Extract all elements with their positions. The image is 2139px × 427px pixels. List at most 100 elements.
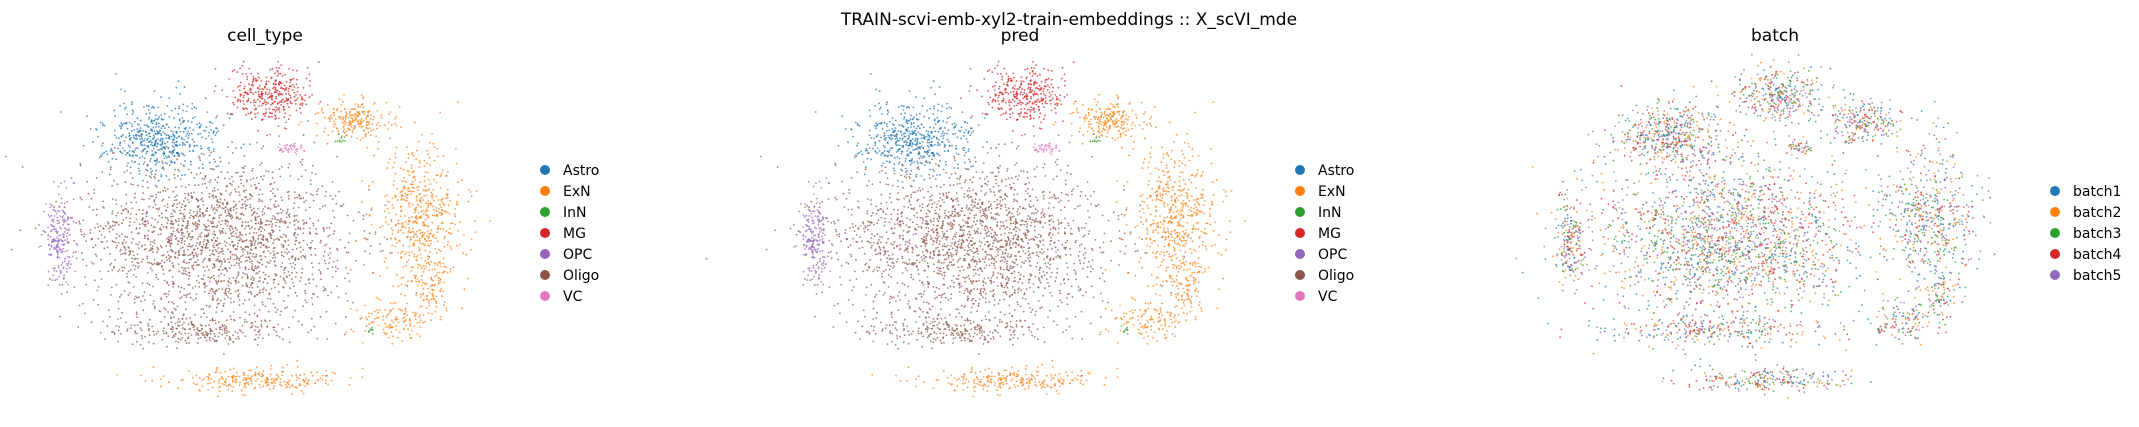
scatter-point — [310, 329, 313, 331]
scatter-point — [152, 251, 154, 254]
scatter-point — [203, 284, 206, 287]
scatter-point — [438, 261, 441, 263]
scatter-point — [334, 372, 336, 375]
scatter-point — [173, 177, 176, 180]
scatter-point — [407, 280, 409, 283]
scatter-point — [178, 249, 181, 252]
scatter-point — [147, 109, 150, 111]
scatter-point — [938, 269, 940, 272]
scatter-point — [236, 248, 239, 250]
scatter-point — [321, 205, 324, 208]
scatter-point — [283, 269, 285, 271]
scatter-point — [133, 129, 136, 131]
scatter-point — [350, 135, 353, 138]
scatter-point — [213, 190, 216, 192]
scatter-point — [1051, 196, 1054, 199]
scatter-point — [427, 301, 430, 304]
scatter-point — [142, 130, 145, 132]
scatter-point — [121, 241, 124, 244]
scatter-point — [260, 221, 263, 224]
scatter-point — [435, 237, 437, 240]
scatter-point — [281, 254, 283, 257]
scatter-point — [1028, 239, 1030, 241]
scatter-point — [207, 332, 210, 335]
scatter-point — [226, 248, 229, 251]
scatter-point — [285, 212, 288, 215]
scatter-point — [252, 85, 254, 87]
scatter-point — [240, 260, 243, 263]
scatter-point — [217, 281, 220, 283]
scatter-point — [160, 118, 163, 120]
scatter-point — [65, 267, 68, 270]
scatter-point — [183, 269, 185, 272]
scatter-point — [67, 262, 70, 265]
scatter-point — [231, 141, 234, 144]
scatter-point — [285, 248, 288, 251]
scatter-point — [152, 245, 154, 248]
scatter-point — [265, 76, 268, 79]
scatter-point — [394, 122, 396, 125]
scatter-point — [47, 235, 50, 237]
scatter-point — [432, 189, 435, 191]
scatter-point — [62, 223, 65, 226]
scatter-point — [220, 272, 222, 275]
scatter-point — [125, 202, 128, 205]
scatter-point — [273, 203, 276, 206]
scatter-point — [249, 203, 252, 206]
scatter-point — [249, 197, 252, 200]
scatter-point — [264, 278, 266, 280]
scatter-point — [170, 237, 172, 240]
scatter-point — [143, 221, 146, 223]
scatter-point — [423, 180, 426, 183]
scatter-point — [406, 196, 408, 199]
scatter-point — [1027, 250, 1030, 253]
scatter-point — [404, 294, 406, 297]
scatter-point — [365, 213, 368, 216]
scatter-point — [247, 375, 249, 377]
scatter-point — [425, 214, 427, 217]
scatter-point — [202, 243, 205, 246]
scatter-point — [51, 219, 53, 222]
scatter-point — [376, 127, 378, 130]
scatter-point — [174, 308, 177, 311]
scatter-point — [211, 297, 214, 300]
scatter-point — [224, 289, 227, 291]
scatter-point — [295, 236, 297, 239]
scatter-point — [395, 115, 398, 118]
scatter-point — [286, 208, 289, 211]
scatter-point — [61, 283, 64, 286]
scatter-point — [274, 72, 276, 75]
scatter-point — [114, 242, 117, 244]
scatter-point — [189, 209, 192, 212]
scatter-point — [215, 203, 218, 206]
scatter-point — [253, 231, 255, 234]
scatter-point — [142, 179, 144, 182]
scatter-point — [410, 153, 413, 156]
scatter-point — [85, 264, 88, 267]
scatter-point — [55, 230, 57, 233]
scatter-point — [400, 293, 402, 295]
scatter-point — [95, 128, 98, 131]
scatter-point — [57, 210, 59, 213]
scatter-point — [283, 84, 286, 87]
scatter-point — [217, 321, 220, 323]
scatter-point — [197, 215, 200, 218]
scatter-point — [282, 105, 285, 108]
scatter-point — [50, 246, 53, 248]
scatter-point — [51, 224, 53, 227]
scatter-point — [371, 333, 374, 335]
scatter-point — [268, 95, 271, 98]
scatter-point — [354, 113, 357, 115]
scatter-point — [303, 256, 305, 258]
scatter-point — [332, 371, 335, 374]
scatter-point — [216, 224, 219, 227]
scatter-point — [419, 198, 422, 201]
scatter-point — [152, 300, 155, 302]
scatter-point — [342, 203, 345, 206]
scatter-point — [232, 367, 235, 370]
scatter-point — [260, 320, 263, 322]
scatter-point — [176, 305, 179, 308]
scatter-point — [394, 301, 397, 304]
scatter-point — [207, 269, 210, 271]
scatter-point — [195, 383, 197, 386]
